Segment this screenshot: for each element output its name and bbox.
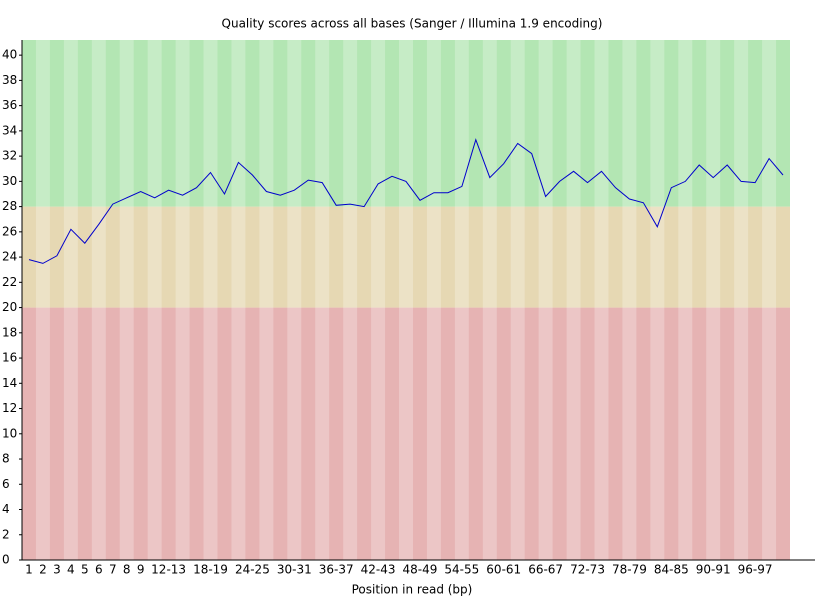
y-tick-label: 40 — [2, 48, 17, 62]
quality-band — [22, 40, 790, 207]
stripe — [63, 40, 78, 560]
stripe — [482, 40, 497, 560]
x-tick-label: 4 — [67, 563, 75, 577]
chart-title: Quality scores across all bases (Sanger … — [222, 17, 603, 31]
quality-band — [22, 206, 790, 308]
y-tick-label: 20 — [2, 300, 17, 314]
x-tick-label: 30-31 — [277, 563, 312, 577]
stripe — [35, 40, 50, 560]
stripe — [510, 40, 525, 560]
stripe — [650, 40, 665, 560]
y-tick-label: 4 — [2, 502, 10, 516]
stripe — [175, 40, 190, 560]
stripe — [315, 40, 330, 560]
x-tick-label: 72-73 — [570, 563, 605, 577]
stripe — [399, 40, 413, 560]
x-tick-label: 1 — [25, 563, 33, 577]
x-tick-label: 7 — [109, 563, 117, 577]
x-tick-label: 24-25 — [235, 563, 270, 577]
stripe — [231, 40, 246, 560]
x-tick-label: 9 — [137, 563, 145, 577]
y-tick-label: 24 — [2, 250, 17, 264]
x-tick-label: 18-19 — [193, 563, 228, 577]
stripe — [594, 40, 609, 560]
x-tick-label: 84-85 — [654, 563, 689, 577]
y-tick-label: 30 — [2, 174, 17, 188]
y-tick-label: 32 — [2, 149, 17, 163]
stripe — [734, 40, 749, 560]
stripe — [566, 40, 581, 560]
x-tick-label: 60-61 — [486, 563, 521, 577]
stripe — [343, 40, 358, 560]
y-tick-label: 14 — [2, 376, 17, 390]
y-tick-label: 16 — [2, 351, 17, 365]
stripe — [91, 40, 106, 560]
y-tick-label: 22 — [2, 275, 17, 289]
y-tick-label: 36 — [2, 98, 17, 112]
x-tick-label: 90-91 — [696, 563, 731, 577]
x-tick-label: 3 — [53, 563, 61, 577]
stripe — [622, 40, 637, 560]
x-tick-label: 6 — [95, 563, 103, 577]
y-tick-label: 6 — [2, 477, 10, 491]
x-tick-label: 36-37 — [319, 563, 354, 577]
y-tick-label: 18 — [2, 325, 17, 339]
stripe — [706, 40, 721, 560]
stripe — [147, 40, 162, 560]
x-tick-label: 96-97 — [738, 563, 773, 577]
y-tick-label: 38 — [2, 73, 17, 87]
y-tick-label: 28 — [2, 199, 17, 213]
line-series — [28, 138, 784, 264]
stripe — [371, 40, 386, 560]
y-tick-label: 10 — [2, 426, 17, 440]
x-axis-label: Position in read (bp) — [352, 583, 473, 597]
stripe — [538, 40, 553, 560]
y-tick-label: 2 — [2, 527, 10, 541]
stripe — [454, 40, 469, 560]
y-tick-label: 0 — [2, 553, 10, 567]
stripe — [203, 40, 218, 560]
x-tick-label: 12-13 — [151, 563, 186, 577]
stripe — [678, 40, 693, 560]
y-tick-label: 34 — [2, 123, 17, 137]
x-tick-label: 66-67 — [528, 563, 563, 577]
stripe — [119, 40, 134, 560]
x-tick-label: 42-43 — [361, 563, 396, 577]
y-tick-label: 12 — [2, 401, 17, 415]
stripe — [762, 40, 777, 560]
x-tick-label: 2 — [39, 563, 47, 577]
stripe — [287, 40, 302, 560]
x-tick-label: 8 — [123, 563, 131, 577]
y-tick-label: 8 — [2, 452, 10, 466]
x-tick-label: 78-79 — [612, 563, 647, 577]
x-tick-label: 54-55 — [444, 563, 479, 577]
y-tick-label: 26 — [2, 224, 17, 238]
x-tick-label: 5 — [81, 563, 89, 577]
quality-band — [22, 307, 790, 560]
stripe — [426, 40, 441, 560]
stripe — [259, 40, 274, 560]
x-tick-label: 48-49 — [403, 563, 438, 577]
